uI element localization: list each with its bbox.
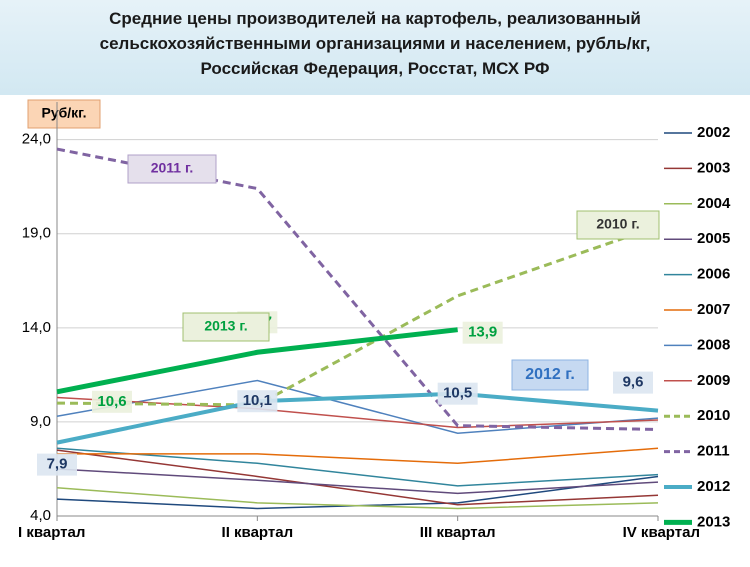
legend-label: 2013 [697,513,730,530]
legend-label: 2009 [697,372,730,389]
series-line [56,391,659,445]
y-tick-label: 4,0 [30,507,51,524]
legend-label: 2005 [697,230,730,247]
plot: 4,0 9,0 14,0 19,0 24,0 I квартал II квартал III… [18,102,700,541]
annotation-box [511,359,589,391]
y-tick-label: 19,0 [22,225,51,242]
x-tick-label: IV квартал [623,524,700,541]
series-line [56,447,659,487]
annotation: 2013 г. [204,318,247,334]
legend-label: 2002 [697,124,730,141]
series-line [56,449,659,506]
title-box: Средние цены производителей на картофель… [99,9,651,78]
x-tick-label: III квартал [420,524,496,541]
series-line [56,327,458,395]
y-tick-label: 9,0 [30,413,51,430]
value-label: 7,9 [47,456,68,473]
annotation-box [127,154,217,184]
value-label-box [613,371,653,394]
series-line [57,447,659,465]
x-tick-label: I квартал [18,524,85,541]
legend-label: 2006 [697,266,730,283]
series-line [56,487,659,510]
legend-label: 2010 [697,407,730,424]
value-label-box [92,390,132,413]
series-line [56,147,659,431]
x-tick-label: II квартал [222,524,294,541]
y-label-box [27,99,101,129]
legend-label: 2008 [697,336,730,353]
value-label: 9,6 [623,374,644,391]
legend-label: 2012 [697,478,730,495]
annotation-box [576,210,660,240]
header [0,0,750,95]
legend-label: 2007 [697,301,730,318]
series-line [56,379,659,434]
value-label-box [437,382,478,405]
value-label: 10,5 [443,385,472,402]
value-label-box [37,453,77,476]
chart-title: Средние цены производителей на картофель… [99,9,651,78]
series-line [56,224,659,407]
legend-label: 2004 [697,195,731,212]
y-tick-label: 24,0 [22,131,51,148]
annotation: 2011 г. [151,160,194,176]
value-label-box [462,321,503,344]
value-label: 10,6 [97,393,126,410]
annotation-box [182,312,270,342]
annotation: 2010 г. [596,216,639,232]
legend-label: 2003 [697,159,730,176]
value-label: 13,9 [468,324,497,341]
series-line [56,468,659,495]
value-label-box [237,390,278,413]
y-label: Руб/кг. [42,105,87,121]
y-tick-label: 14,0 [22,319,51,336]
legend-label: 2011 [697,443,730,460]
value-label: 10,1 [243,392,272,409]
annotation: 2012 г. [525,366,575,383]
series-line [56,396,659,429]
